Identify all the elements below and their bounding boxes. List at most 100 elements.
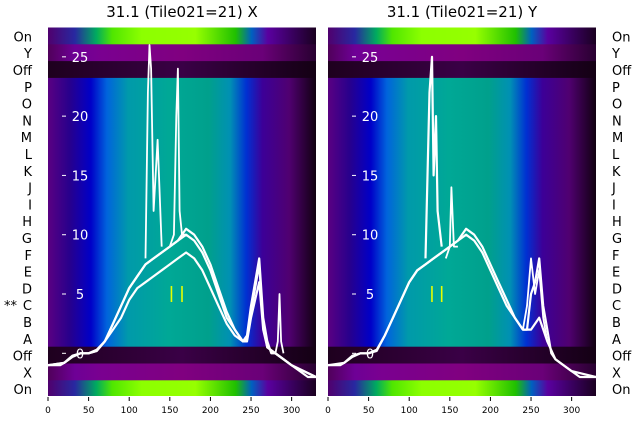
x-tick-label: 150 xyxy=(441,406,458,416)
row-label: On xyxy=(612,383,630,398)
row-label: M xyxy=(612,131,623,146)
row-label: Off xyxy=(612,64,632,79)
overlay-y-tick-label: 5 xyxy=(76,288,84,303)
heatmap-row xyxy=(48,195,316,214)
x-tick-label: 50 xyxy=(363,406,375,416)
chart-panel-y: 31.1 (Tile021=21) Y On Y Off PONMLKJIHGFEDC… xyxy=(325,3,632,416)
heatmap-row xyxy=(328,111,596,130)
row-label: B xyxy=(612,316,621,331)
row-label: J xyxy=(27,182,32,197)
row-label: On xyxy=(14,383,32,398)
heatmap-row xyxy=(48,212,316,231)
heatmap-row xyxy=(48,296,316,315)
heatmap-row xyxy=(328,27,596,46)
heatmap-row xyxy=(48,363,316,382)
x-axis-ticks: 0 50 100 150 200 250 300 xyxy=(325,397,580,416)
row-label: X xyxy=(612,366,621,381)
row-label: N xyxy=(22,114,32,129)
overlay-y-tick-label: 20 xyxy=(362,110,379,125)
chart-panel-x: 31.1 (Tile021=21) X On Y Off PONMLKJIHGFEDC… xyxy=(4,3,316,416)
row-label: A xyxy=(23,333,32,348)
row-label: Off xyxy=(13,64,33,79)
row-label: On xyxy=(14,30,32,45)
heatmap-row xyxy=(328,44,596,63)
heatmap-row xyxy=(48,27,316,46)
row-label: E xyxy=(24,266,32,281)
overlay-y-tick-label: 25 xyxy=(362,51,379,66)
row-label: X xyxy=(23,366,32,381)
row-label: F xyxy=(25,249,32,264)
heatmap-row xyxy=(48,111,316,130)
heatmap-row xyxy=(328,245,596,264)
row-label: Y xyxy=(23,47,32,62)
row-label: J xyxy=(611,182,616,197)
row-label: K xyxy=(612,165,621,180)
heatmap-row xyxy=(48,346,316,365)
row-label: I xyxy=(28,198,32,213)
row-label: O xyxy=(22,98,32,113)
heatmap-row xyxy=(48,178,316,197)
overlay-series-line xyxy=(274,293,285,354)
heatmap-row xyxy=(328,346,596,365)
heatmap-row xyxy=(48,128,316,147)
x-tick-label: 250 xyxy=(522,406,539,416)
heatmap-row xyxy=(48,77,316,96)
overlay-y-tick-label: 15 xyxy=(362,169,379,184)
x-tick-label: 0 xyxy=(325,406,331,416)
row-label: O xyxy=(612,98,622,113)
overlay-lines xyxy=(48,44,316,379)
overlay-y-ticks: 0 5 10 15 20 25 xyxy=(352,51,378,362)
heatmap-row xyxy=(328,313,596,331)
heatmap-row xyxy=(48,145,316,163)
heatmap-row xyxy=(328,61,596,79)
row-label: On xyxy=(612,30,630,45)
heatmap-row xyxy=(328,77,596,96)
overlay-series-line xyxy=(144,44,163,259)
overlay-series-line xyxy=(168,67,187,247)
overlay-y-tick-label: 25 xyxy=(72,51,89,66)
overlay-series-line xyxy=(424,55,443,259)
chart-title: 31.1 (Tile021=21) X xyxy=(106,3,257,21)
x-tick-label: 300 xyxy=(563,406,580,416)
x-tick-label: 100 xyxy=(401,406,418,416)
x-tick-label: 200 xyxy=(482,406,499,416)
heatmap-row xyxy=(328,329,596,348)
row-label: C xyxy=(23,299,32,314)
heatmap-row xyxy=(48,329,316,348)
x-tick-label: 300 xyxy=(283,406,300,416)
heatmap-row xyxy=(328,212,596,231)
x-tick-label: 200 xyxy=(202,406,219,416)
heatmap-row xyxy=(48,61,316,79)
row-label: E xyxy=(612,266,620,281)
x-tick-label: 150 xyxy=(161,406,178,416)
overlay-lines xyxy=(328,55,596,379)
overlay-series-line xyxy=(48,251,316,378)
heatmap-row xyxy=(328,195,596,214)
heatmap xyxy=(328,27,596,396)
heatmap-row xyxy=(328,262,596,281)
overlay-y-tick-label: 5 xyxy=(366,288,374,303)
row-label: L xyxy=(612,148,620,163)
heatmap-row xyxy=(328,145,596,163)
row-label: D xyxy=(612,282,622,297)
heatmap-row xyxy=(48,380,316,396)
row-label: K xyxy=(23,165,32,180)
heatmap-row xyxy=(48,313,316,331)
row-marker: ** xyxy=(4,299,18,314)
row-label: G xyxy=(22,232,32,247)
chart-title: 31.1 (Tile021=21) Y xyxy=(387,3,538,21)
heatmap-row xyxy=(328,380,596,396)
row-label: A xyxy=(612,333,621,348)
heatmap-row xyxy=(48,94,316,113)
overlay-y-ticks: 0 5 10 15 20 25 xyxy=(62,51,88,362)
heatmap-row xyxy=(328,94,596,113)
overlay-y-tick-label: 10 xyxy=(72,229,89,244)
row-label: I xyxy=(612,198,616,213)
row-label: Off xyxy=(13,350,33,365)
heatmap-row xyxy=(48,161,316,180)
row-label: B xyxy=(23,316,32,331)
x-tick-label: 100 xyxy=(121,406,138,416)
